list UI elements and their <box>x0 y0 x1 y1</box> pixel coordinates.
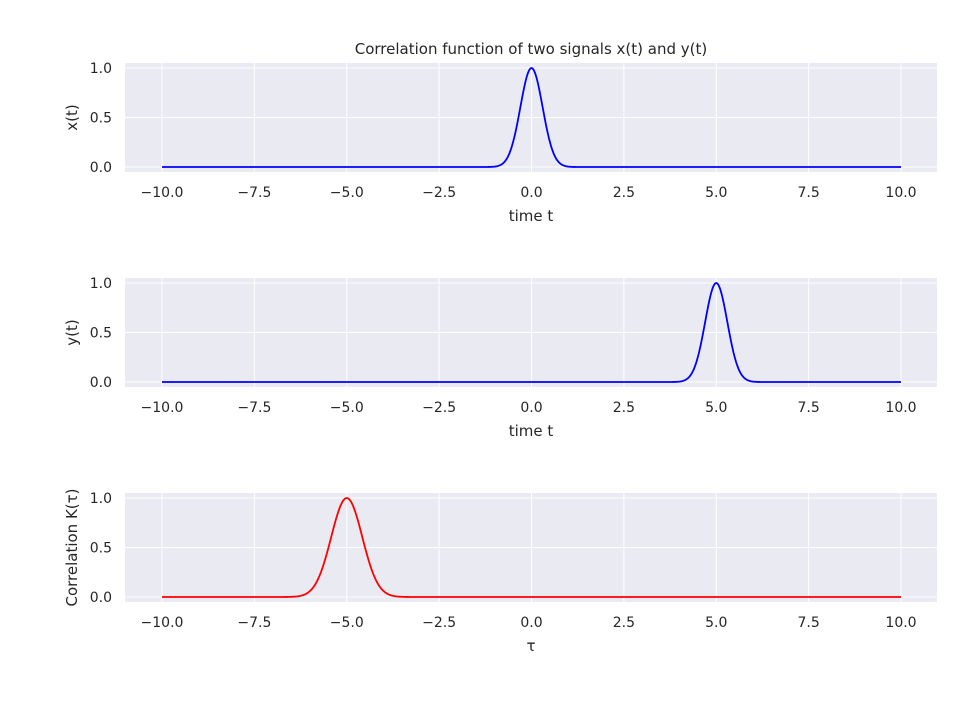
y-tick-label: 0.5 <box>90 111 112 127</box>
chart-title: Correlation function of two signals x(t)… <box>355 40 707 58</box>
subplot-y: −10.0 −7.5 −5.0 −2.5 0.0 2.5 5.0 7.5 10.0 0.0 0.5 1… <box>63 276 937 440</box>
series-line <box>162 66 901 168</box>
x-tick-label: 0.0 <box>520 185 542 201</box>
y-axis-label: Correlation K(τ) <box>63 488 81 606</box>
x-tick-label: 2.5 <box>613 185 635 201</box>
x-tick-label: −2.5 <box>422 185 456 201</box>
x-tick-label: −5.0 <box>330 185 364 201</box>
x-tick-label: −10.0 <box>141 400 184 416</box>
x-tick-label: −5.0 <box>330 400 364 416</box>
x-tick-label: 7.5 <box>797 400 819 416</box>
x-axis-label: time t <box>509 422 554 440</box>
x-tick-label: −10.0 <box>141 185 184 201</box>
y-tick-label: 0.5 <box>90 541 112 557</box>
y-tick-label: 0.0 <box>90 590 112 606</box>
x-tick-label: 5.0 <box>705 400 727 416</box>
y-tick-label: 1.0 <box>90 61 112 77</box>
x-tick-label: 0.0 <box>520 615 542 631</box>
y-tick-label: 0.0 <box>90 375 112 391</box>
y-axis-label: x(t) <box>63 104 81 130</box>
x-tick-label: 7.5 <box>797 615 819 631</box>
x-tick-label: 5.0 <box>705 615 727 631</box>
x-tick-label: −2.5 <box>422 400 456 416</box>
y-axis-label: y(t) <box>63 319 81 345</box>
x-tick-label: −2.5 <box>422 615 456 631</box>
subplot-correlation: −10.0 −7.5 −5.0 −2.5 0.0 2.5 5.0 7.5 10.0 0.0 0.5 1… <box>63 488 937 655</box>
x-tick-label: −10.0 <box>141 615 184 631</box>
x-tick-label: −7.5 <box>237 400 271 416</box>
x-tick-label: −7.5 <box>237 185 271 201</box>
x-tick-label: 10.0 <box>885 615 916 631</box>
subplot-x: −10.0 −7.5 −5.0 −2.5 0.0 2.5 5.0 7.5 10.0 0.0 0.5 1… <box>63 61 937 225</box>
x-tick-label: 10.0 <box>885 185 916 201</box>
y-tick-label: 0.0 <box>90 160 112 176</box>
x-tick-label: 2.5 <box>613 615 635 631</box>
x-tick-label: −5.0 <box>330 615 364 631</box>
series-line <box>162 281 901 383</box>
x-axis-label: τ <box>526 637 535 655</box>
x-tick-label: 5.0 <box>705 185 727 201</box>
x-tick-label: −7.5 <box>237 615 271 631</box>
x-axis-label: time t <box>509 207 554 225</box>
y-tick-label: 1.0 <box>90 491 112 507</box>
x-tick-label: 0.0 <box>520 400 542 416</box>
series-line <box>162 497 901 598</box>
y-tick-label: 1.0 <box>90 276 112 292</box>
x-tick-label: 7.5 <box>797 185 819 201</box>
y-tick-label: 0.5 <box>90 326 112 342</box>
x-tick-label: 10.0 <box>885 400 916 416</box>
x-tick-label: 2.5 <box>613 400 635 416</box>
